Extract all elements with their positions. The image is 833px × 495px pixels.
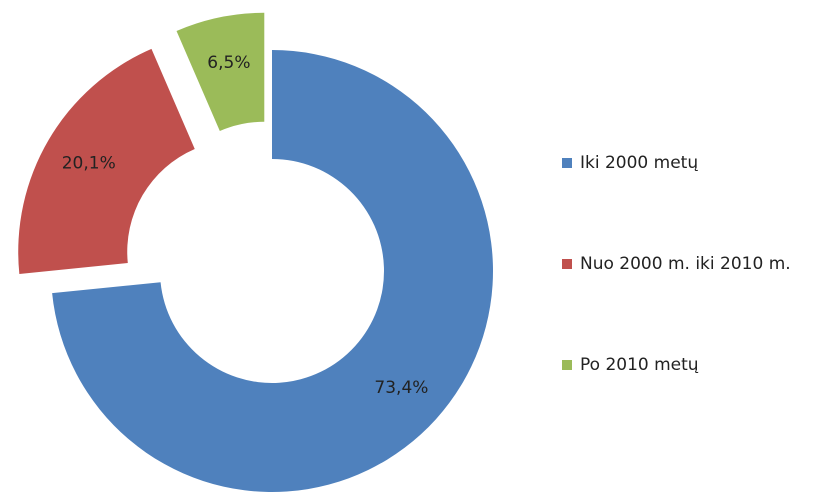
donut-slice <box>52 50 493 492</box>
legend-swatch <box>562 259 572 269</box>
legend-label: Nuo 2000 m. iki 2010 m. <box>580 254 791 274</box>
donut-slice <box>18 48 195 274</box>
data-label: 6,5% <box>207 53 250 73</box>
legend-swatch <box>562 360 572 370</box>
data-label: 20,1% <box>62 153 116 173</box>
legend-swatch <box>562 158 572 168</box>
legend-label: Iki 2000 metų <box>580 153 698 173</box>
legend-label: Po 2010 metų <box>580 355 699 375</box>
donut-slice <box>176 12 265 132</box>
data-label: 73,4% <box>374 378 428 398</box>
